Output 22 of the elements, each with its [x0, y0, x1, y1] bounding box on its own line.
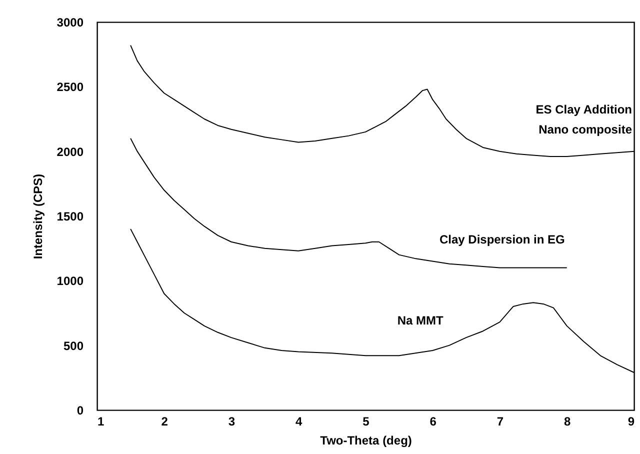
y-axis-title: Intensity (CPS) — [30, 174, 45, 260]
y-tick-label: 1500 — [56, 210, 84, 224]
x-tick-label: 8 — [564, 414, 572, 428]
series-label: Clay Dispersion in EG — [440, 232, 565, 247]
x-axis-title: Two-Theta (deg) — [320, 434, 412, 448]
x-tick-label: 3 — [228, 414, 236, 428]
x-tick-label: 9 — [628, 414, 635, 428]
y-tick-label: 0 — [76, 404, 84, 418]
series-label: Na MMT — [397, 314, 444, 328]
x-tick-label: 5 — [362, 414, 370, 428]
y-tick-label: 3000 — [56, 16, 84, 30]
y-tick-label: 1000 — [56, 274, 84, 288]
y-tick-label: 2500 — [56, 80, 84, 94]
series-label: ES Clay Addition Nano composite — [536, 102, 632, 136]
y-tick-label: 500 — [63, 338, 84, 353]
y-tick-label: 2000 — [56, 144, 84, 159]
x-tick-label: 4 — [296, 414, 303, 428]
x-tick-label: 2 — [161, 414, 168, 428]
x-tick-label: 7 — [496, 414, 504, 428]
x-tick-label: 6 — [430, 414, 437, 428]
x-tick-label: 1 — [98, 414, 104, 428]
line-series — [130, 138, 568, 268]
